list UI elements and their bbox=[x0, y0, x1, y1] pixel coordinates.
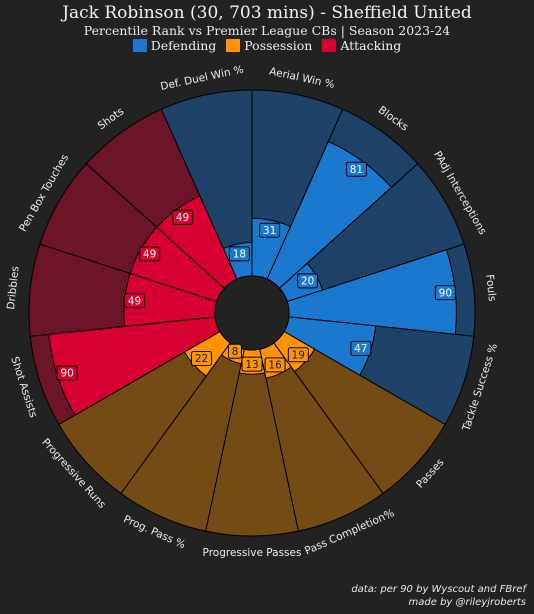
value-box-passes bbox=[287, 347, 309, 363]
legend-item-defending: Defending bbox=[132, 38, 217, 53]
value-box-dribbles bbox=[124, 293, 146, 309]
chart-title: Jack Robinson (30, 703 mins) - Sheffield… bbox=[62, 3, 472, 23]
value-box-pen-box-touches bbox=[139, 246, 161, 262]
value-box-aerial-win bbox=[259, 222, 281, 238]
category-label-dribbles: Dribbles bbox=[5, 266, 21, 311]
chart-subtitle: Percentile Rank vs Premier League CBs | … bbox=[83, 23, 451, 38]
value-box-progressive-passes bbox=[241, 356, 263, 372]
legend-label-possession: Possession bbox=[244, 38, 313, 53]
legend-swatch-possession bbox=[226, 39, 241, 52]
legend-label-defending: Defending bbox=[150, 38, 217, 53]
value-label-blocks: 81 bbox=[350, 164, 363, 176]
category-label-blocks: Blocks bbox=[376, 104, 410, 134]
value-label-progressive-passes: 13 bbox=[245, 359, 258, 371]
legend: Defending Possession Attacking bbox=[0, 38, 534, 53]
credit-author: made by @rileyjroberts bbox=[408, 597, 526, 608]
value-box-def-duel-win bbox=[228, 246, 250, 262]
value-label-fouls: 90 bbox=[439, 287, 452, 299]
category-label-aerial-win: Aerial Win % bbox=[268, 65, 335, 91]
category-label-progressive-passes: Progressive Passes bbox=[203, 547, 302, 559]
value-label-aerial-win: 31 bbox=[263, 225, 276, 237]
value-label-progressive-runs: 22 bbox=[195, 353, 208, 365]
legend-swatch-attacking bbox=[322, 39, 337, 52]
category-label-shots: Shots bbox=[96, 105, 127, 132]
value-box-prog-pass bbox=[227, 343, 242, 359]
legend-item-possession: Possession bbox=[226, 38, 312, 53]
value-label-pen-box-touches: 49 bbox=[143, 249, 156, 261]
value-label-prog-pass: 8 bbox=[232, 346, 239, 358]
legend-label-attacking: Attacking bbox=[340, 38, 402, 53]
value-label-passes: 19 bbox=[292, 349, 305, 361]
value-label-dribbles: 49 bbox=[128, 295, 141, 307]
category-label-fouls: Fouls bbox=[483, 274, 498, 302]
category-label-passes: Passes bbox=[414, 457, 446, 491]
value-box-tackle-success bbox=[350, 340, 372, 356]
value-box-shot-assists bbox=[56, 365, 78, 381]
category-label-def-duel-win: Def. Duel Win % bbox=[159, 64, 244, 93]
legend-swatch-defending bbox=[132, 39, 147, 52]
value-label-padj-interceptions: 20 bbox=[301, 276, 314, 288]
value-label-shots: 49 bbox=[176, 212, 189, 224]
value-label-tackle-success: 47 bbox=[354, 343, 367, 355]
value-box-fouls bbox=[434, 285, 456, 301]
center-hole bbox=[214, 275, 290, 351]
value-box-shots bbox=[172, 209, 194, 225]
value-box-progressive-runs bbox=[191, 350, 213, 366]
legend-item-attacking: Attacking bbox=[322, 38, 401, 53]
value-label-shot-assists: 90 bbox=[60, 368, 73, 380]
value-box-blocks bbox=[345, 161, 367, 177]
credit-source: data: per 90 by Wyscout and FBref bbox=[351, 584, 526, 595]
value-box-pass-completion bbox=[264, 357, 286, 373]
value-label-def-duel-win: 18 bbox=[233, 248, 246, 260]
value-label-pass-completion: 16 bbox=[268, 359, 282, 371]
value-box-padj-interceptions bbox=[297, 273, 319, 289]
